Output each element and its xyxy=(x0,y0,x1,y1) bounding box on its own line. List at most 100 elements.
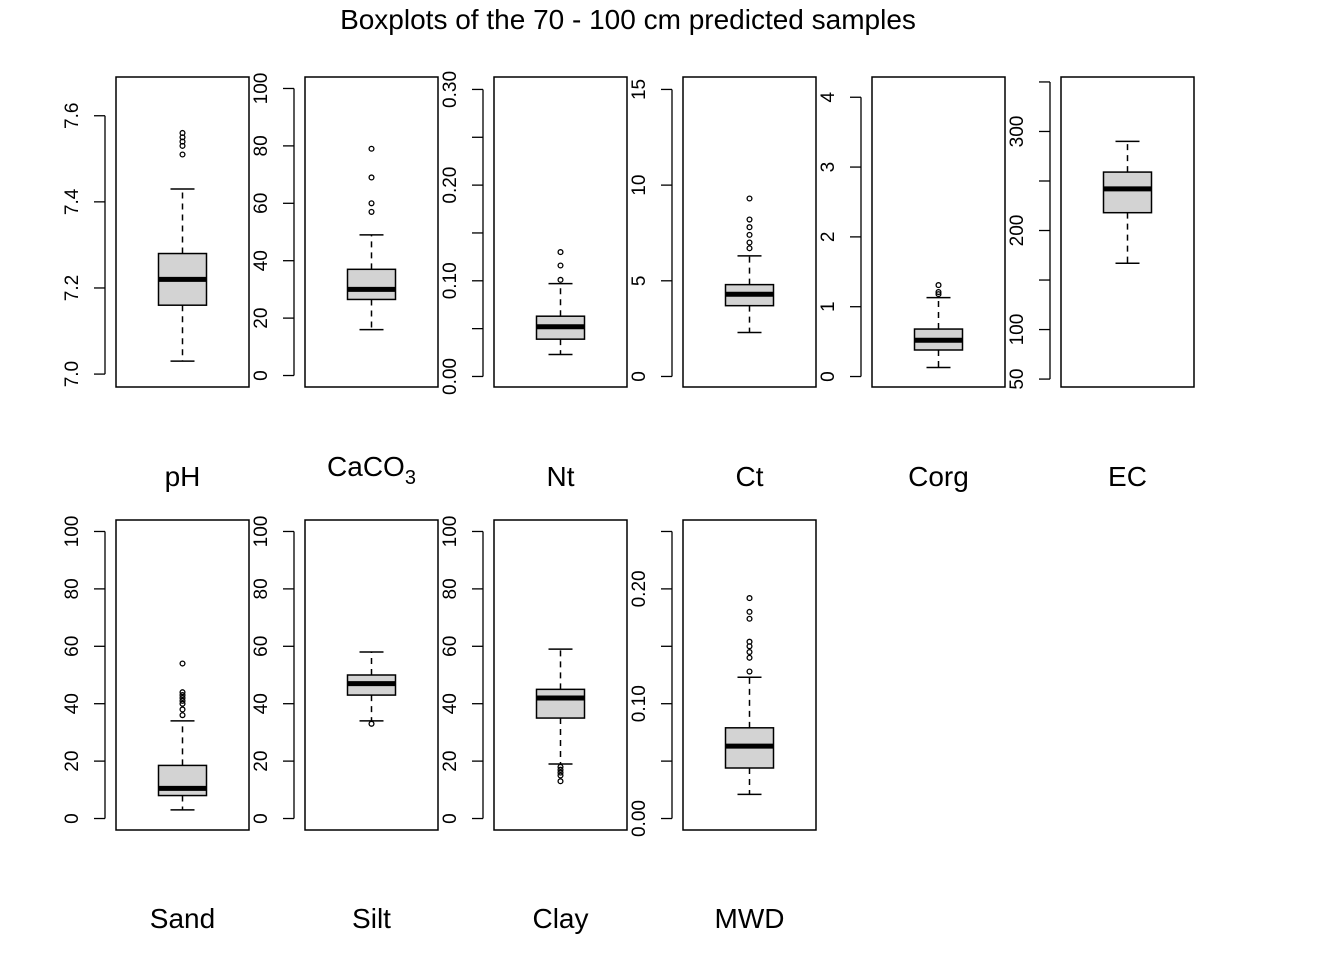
panel-silt: 0 20 40 60 80 100 Silt xyxy=(251,516,439,934)
y-tick-label: 0.00 xyxy=(440,358,461,395)
y-tick-label: 80 xyxy=(62,578,83,599)
outlier-point xyxy=(557,772,564,779)
outlier-point xyxy=(935,288,942,296)
variable-label: MWD xyxy=(715,903,785,934)
panel-clay: 0 20 40 60 80 100 Clay xyxy=(440,516,628,934)
iqr-box xyxy=(1102,171,1153,214)
y-tick-label: 0.00 xyxy=(629,800,650,837)
y-tick-label: 100 xyxy=(251,73,272,105)
plot-frame xyxy=(493,76,628,388)
outlier-point xyxy=(557,763,564,770)
outlier-point xyxy=(746,231,753,238)
y-tick-label: 7.6 xyxy=(62,103,83,129)
outlier-point xyxy=(179,706,186,713)
y-tick-label: 100 xyxy=(440,516,461,548)
outlier-point xyxy=(368,174,375,181)
outlier-point xyxy=(179,700,186,707)
outlier-point xyxy=(746,615,753,622)
outlier-point xyxy=(368,200,375,207)
chart-title: Boxplots of the 70 - 100 cm predicted sa… xyxy=(340,4,916,35)
panel-ec: 50 100 200 300 EC xyxy=(1007,76,1195,492)
y-tick-label: 100 xyxy=(251,516,272,548)
y-tick-label: 40 xyxy=(251,250,272,271)
y-tick-label: 0 xyxy=(251,370,272,381)
outlier-point xyxy=(557,766,564,773)
y-tick-label: 20 xyxy=(62,751,83,772)
outlier-point xyxy=(368,145,375,152)
y-tick-label: 0 xyxy=(629,371,650,382)
y-tick-label: 7.2 xyxy=(62,275,83,301)
outlier-point xyxy=(746,245,753,252)
outlier-point xyxy=(746,195,753,202)
y-tick-label: 15 xyxy=(629,79,650,100)
plot-frame xyxy=(493,519,628,831)
variable-label: Corg xyxy=(908,461,969,492)
y-tick-label: 4 xyxy=(818,92,839,103)
plot-frame xyxy=(682,76,817,388)
y-tick-label: 1 xyxy=(818,301,839,312)
variable-label: Sand xyxy=(150,903,215,934)
y-tick-label: 7.4 xyxy=(62,188,83,215)
outlier-point xyxy=(179,697,186,704)
outlier-point xyxy=(179,712,186,719)
outlier-point xyxy=(179,660,186,667)
variable-label: pH xyxy=(165,461,201,492)
y-tick-label: 80 xyxy=(251,135,272,156)
plot-frame xyxy=(115,76,250,388)
y-tick-label: 0 xyxy=(818,371,839,382)
variable-label: Ct xyxy=(736,461,764,492)
outlier-point xyxy=(746,648,753,656)
y-tick-label: 3 xyxy=(818,162,839,173)
panel-mwd: 0.00 0.10 0.20 MWD xyxy=(629,519,817,934)
outlier-point xyxy=(368,208,375,215)
outlier-point xyxy=(179,694,186,702)
outlier-point xyxy=(179,692,186,699)
outlier-point xyxy=(557,262,564,269)
y-tick-label: 60 xyxy=(251,193,272,214)
outlier-point xyxy=(935,291,942,298)
panel-caco3: 0 20 40 60 80 100 CaCO3 xyxy=(251,73,439,489)
y-tick-label: 40 xyxy=(440,693,461,714)
y-tick-label: 40 xyxy=(251,693,272,714)
y-tick-label: 7.0 xyxy=(62,361,83,387)
outlier-point xyxy=(746,654,753,661)
y-tick-label: 80 xyxy=(251,578,272,599)
y-tick-label: 0.20 xyxy=(440,167,461,204)
y-tick-label: 5 xyxy=(629,276,650,287)
variable-label: Silt xyxy=(352,903,391,934)
outlier-point xyxy=(557,249,564,256)
outlier-point xyxy=(746,668,753,675)
variable-label: Clay xyxy=(532,903,588,934)
variable-label: EC xyxy=(1108,461,1147,492)
outlier-point xyxy=(746,224,753,231)
y-tick-label: 80 xyxy=(440,578,461,599)
panel-nt: 0.00 0.10 0.20 0.30 Nt xyxy=(440,71,628,492)
y-tick-label: 20 xyxy=(251,308,272,329)
outlier-point xyxy=(179,129,186,137)
y-tick-label: 60 xyxy=(440,636,461,657)
y-tick-label: 300 xyxy=(1007,116,1028,148)
outlier-point xyxy=(746,239,753,246)
y-tick-label: 50 xyxy=(1007,369,1028,390)
outlier-point xyxy=(557,769,564,776)
outlier-point xyxy=(368,720,375,727)
y-tick-label: 100 xyxy=(1007,314,1028,346)
plot-frame xyxy=(304,76,439,388)
y-tick-label: 20 xyxy=(440,751,461,772)
y-tick-label: 0 xyxy=(251,813,272,824)
y-tick-label: 60 xyxy=(62,636,83,657)
y-tick-label: 0.20 xyxy=(629,570,650,607)
plot-frame xyxy=(682,519,817,831)
y-tick-label: 60 xyxy=(251,636,272,657)
panel-ct: 0 5 10 15 Ct xyxy=(629,76,817,492)
plot-frame xyxy=(1060,76,1195,388)
y-tick-label: 0.10 xyxy=(440,262,461,299)
y-tick-label: 10 xyxy=(629,175,650,196)
variable-label: CaCO3 xyxy=(327,451,416,489)
y-tick-label: 40 xyxy=(62,693,83,714)
outlier-point xyxy=(179,151,186,158)
iqr-box xyxy=(535,688,586,719)
outlier-point xyxy=(557,276,564,283)
iqr-box xyxy=(346,268,397,301)
